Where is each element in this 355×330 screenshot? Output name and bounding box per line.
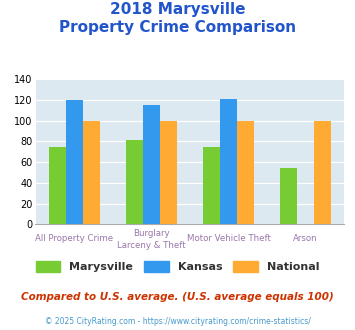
Bar [314,121,331,224]
Bar [66,100,83,224]
Text: Larceny & Theft: Larceny & Theft [117,241,186,250]
Bar [160,121,177,224]
Text: Arson: Arson [294,234,318,243]
Text: Burglary: Burglary [133,229,170,238]
Bar [220,99,237,224]
Bar [203,147,220,224]
Bar [126,140,143,224]
Text: All Property Crime: All Property Crime [35,234,113,243]
Text: Property Crime Comparison: Property Crime Comparison [59,20,296,35]
Bar [143,105,160,224]
Legend: Marysville, Kansas, National: Marysville, Kansas, National [32,256,323,277]
Text: Motor Vehicle Theft: Motor Vehicle Theft [187,234,271,243]
Bar [49,147,66,224]
Bar [280,168,297,224]
Bar [237,121,254,224]
Text: 2018 Marysville: 2018 Marysville [110,2,245,16]
Text: © 2025 CityRating.com - https://www.cityrating.com/crime-statistics/: © 2025 CityRating.com - https://www.city… [45,317,310,326]
Text: Compared to U.S. average. (U.S. average equals 100): Compared to U.S. average. (U.S. average … [21,292,334,302]
Bar [83,121,100,224]
